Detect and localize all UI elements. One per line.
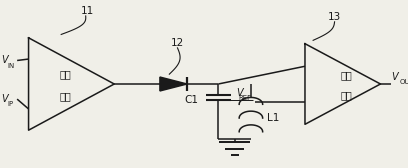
Text: 13: 13 [328, 12, 341, 22]
Text: 12: 12 [171, 38, 184, 48]
Text: V: V [1, 55, 7, 66]
Text: 放大: 放大 [60, 69, 71, 79]
Text: L1: L1 [267, 113, 279, 123]
Polygon shape [160, 77, 187, 91]
Text: OUT: OUT [400, 79, 408, 85]
Text: 电路: 电路 [341, 90, 353, 100]
Text: 电路: 电路 [60, 91, 71, 101]
Text: IN: IN [7, 62, 15, 69]
Text: 比较: 比较 [341, 70, 353, 80]
Text: REF: REF [239, 95, 252, 101]
Text: V: V [392, 72, 398, 82]
Text: 11: 11 [81, 6, 94, 16]
Text: V: V [1, 94, 7, 104]
Text: C1: C1 [184, 95, 198, 105]
Text: V: V [236, 88, 243, 97]
Text: IP: IP [7, 101, 13, 107]
